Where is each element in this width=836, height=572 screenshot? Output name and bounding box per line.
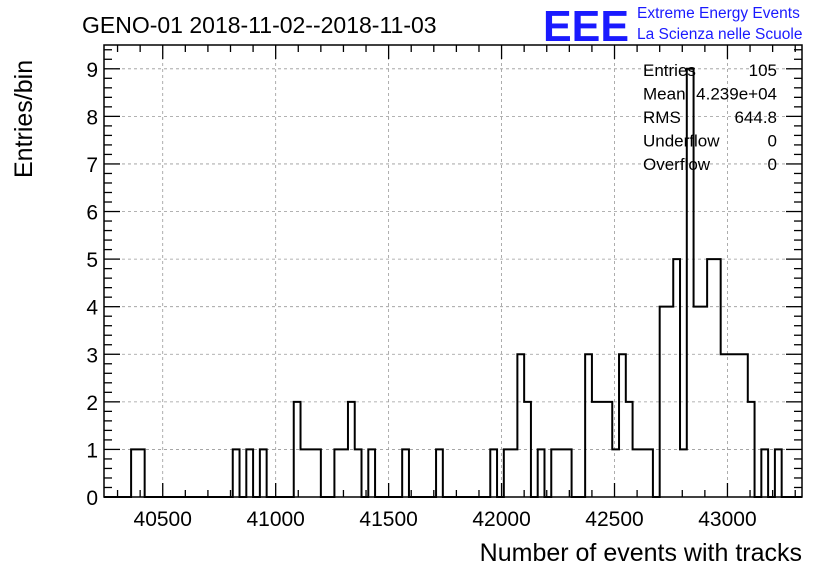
x-tick-label: 40500: [134, 508, 192, 531]
x-tick-label: 42000: [472, 508, 530, 531]
eee-logo: EEE Extreme Energy Events La Scienza nel…: [543, 2, 802, 51]
chart-title: GENO-01 2018-11-02--2018-11-03: [82, 12, 437, 38]
stats-label: Overflow: [643, 155, 711, 174]
y-tick-label: 7: [86, 154, 98, 177]
brand-line-1: Extreme Energy Events: [637, 5, 800, 22]
y-tick-labels: 0 1 2 3 4 5 6 7 8 9: [86, 59, 98, 510]
stats-label: Underflow: [643, 132, 720, 151]
y-axis-label: Entries/bin: [10, 60, 38, 178]
stats-label: Mean: [643, 85, 686, 104]
y-tick-label: 1: [86, 439, 98, 462]
plot-frame: [103, 44, 803, 498]
eee-logo-mark: EEE: [543, 2, 629, 51]
y-tick-label: 2: [86, 392, 98, 415]
y-tick-label: 4: [86, 297, 98, 320]
y-tick-label: 5: [86, 249, 98, 272]
x-tick-label: 42500: [585, 508, 643, 531]
y-tick-label: 0: [86, 487, 98, 510]
y-tick-label: 9: [86, 59, 98, 82]
stats-label: RMS: [643, 108, 681, 127]
stats-value: 4.239e+04: [696, 85, 777, 104]
y-tick-label: 3: [86, 344, 98, 367]
stats-value: 0: [768, 155, 777, 174]
y-tick-label: 6: [86, 202, 98, 225]
grid-lines: [104, 45, 802, 497]
x-axis-label: Number of events with tracks: [480, 539, 802, 567]
x-tick-label: 41500: [359, 508, 417, 531]
brand-line-2: La Scienza nelle Scuole: [637, 26, 802, 43]
x-tick-labels: 40500 41000 41500 42000 42500 43000: [134, 508, 757, 531]
stats-box: Entries 105 Mean 4.239e+04 RMS 644.8 Underflow…: [643, 61, 777, 174]
stats-value: 0: [768, 132, 777, 151]
x-tick-label: 43000: [698, 508, 756, 531]
x-tick-label: 41000: [246, 508, 304, 531]
axis-ticks: [104, 45, 802, 498]
y-tick-label: 8: [86, 106, 98, 129]
stats-value: 644.8: [734, 108, 777, 127]
stats-value: 105: [749, 61, 777, 80]
stats-label: Entries: [643, 61, 696, 80]
